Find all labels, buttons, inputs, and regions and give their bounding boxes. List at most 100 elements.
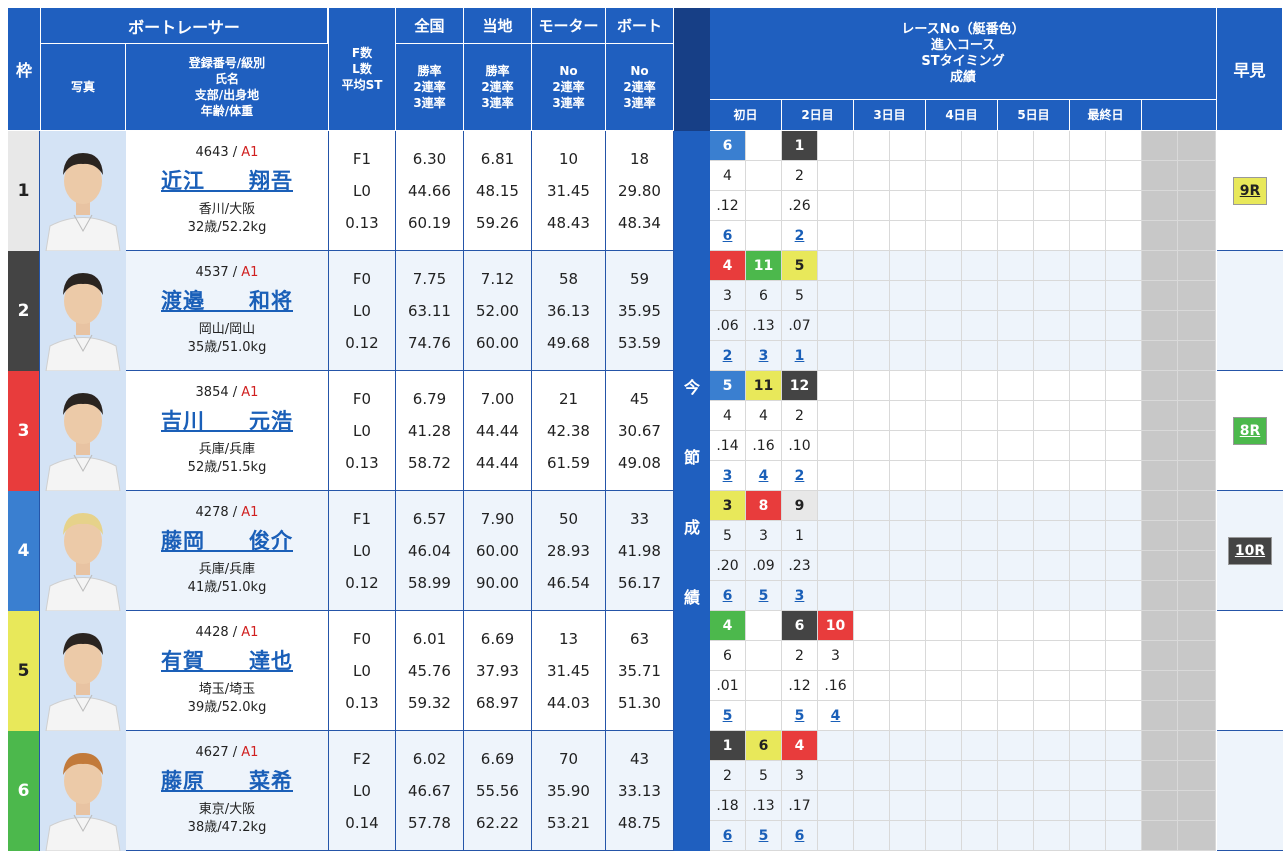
series-cell	[926, 821, 962, 851]
st-timing: .13	[746, 311, 782, 341]
national-sub-header: 勝率 2連率 3連率	[396, 44, 464, 131]
result-link[interactable]: 5	[746, 581, 782, 611]
vertical-char: 今	[683, 378, 700, 397]
stat-value: L0	[353, 302, 371, 320]
result-link[interactable]: 2	[782, 221, 818, 251]
series-cell	[1106, 251, 1142, 281]
series-cell	[854, 221, 890, 251]
racer-name-link[interactable]: 藤岡 俊介	[161, 529, 293, 553]
series-cell	[1106, 341, 1142, 371]
race-number-badge[interactable]: 5	[710, 371, 746, 401]
series-cell	[926, 221, 962, 251]
boat-stats: 43 33.13 48.75	[606, 731, 674, 851]
result-link[interactable]: 4	[746, 461, 782, 491]
result-link[interactable]: 6	[710, 581, 746, 611]
race-number-badge[interactable]: 10	[818, 611, 854, 641]
boat-stats: 45 30.67 49.08	[606, 371, 674, 491]
race-number-badge[interactable]: 9	[782, 491, 818, 521]
series-cell	[746, 161, 782, 191]
race-number-badge[interactable]: 3	[710, 491, 746, 521]
race-number-badge[interactable]: 1	[782, 131, 818, 161]
series-cell	[962, 221, 998, 251]
series-cell	[926, 281, 962, 311]
series-cell	[926, 521, 962, 551]
stat-value: 46.67	[408, 782, 451, 800]
series-cell	[962, 131, 998, 161]
stat-value: 44.66	[408, 182, 451, 200]
result-link[interactable]: 6	[710, 221, 746, 251]
result-link[interactable]: 2	[710, 341, 746, 371]
race-number-badge[interactable]: 11	[746, 251, 782, 281]
series-cell	[1106, 821, 1142, 851]
series-cell	[1142, 581, 1178, 611]
result-link[interactable]: 4	[818, 701, 854, 731]
result-link[interactable]: 6	[710, 821, 746, 851]
stat-value: 60.19	[408, 214, 451, 232]
series-cell	[890, 281, 926, 311]
nat-stats: 6.57 46.04 58.99	[396, 491, 464, 611]
series-cell	[1070, 281, 1106, 311]
result-link[interactable]: 5	[746, 821, 782, 851]
waku-number: 1	[8, 131, 40, 251]
series-cell	[998, 581, 1034, 611]
series-grid: 3 5.20 6 8 3.09 5 9 1.23 3	[710, 491, 1216, 611]
race-number-badge[interactable]: 4	[782, 731, 818, 761]
result-link[interactable]: 2	[782, 461, 818, 491]
result-link[interactable]: 5	[710, 701, 746, 731]
race-number-badge[interactable]: 5	[782, 251, 818, 281]
racer-name-link[interactable]: 吉川 元浩	[161, 409, 293, 433]
stat-value: F1	[352, 510, 372, 528]
entry-course: 1	[782, 521, 818, 551]
age-weight: 52歳/51.5kg	[187, 460, 267, 475]
racer-name-link[interactable]: 有賀 達也	[161, 649, 293, 673]
st-timing: .14	[710, 431, 746, 461]
stat-value: 48.34	[618, 214, 661, 232]
series-cell	[1142, 551, 1178, 581]
race-number-badge[interactable]: 12	[782, 371, 818, 401]
race-number-badge[interactable]: 6	[782, 611, 818, 641]
result-link[interactable]: 6	[782, 821, 818, 851]
racer-name-link[interactable]: 渡邉 和将	[161, 289, 293, 313]
racer-name-link[interactable]: 近江 翔吾	[161, 169, 293, 193]
series-cell	[818, 581, 854, 611]
series-cell	[890, 701, 926, 731]
stat-value: 57.78	[408, 814, 451, 832]
race-number-badge[interactable]: 4	[710, 611, 746, 641]
series-cell	[998, 491, 1034, 521]
racer-name-link[interactable]: 藤原 菜希	[161, 769, 293, 793]
race-number-badge[interactable]: 8	[746, 491, 782, 521]
series-cell	[926, 161, 962, 191]
series-cell	[1106, 761, 1142, 791]
race-number-badge[interactable]: 4	[710, 251, 746, 281]
reg-number: 4537 /	[195, 265, 238, 280]
series-cell	[890, 461, 926, 491]
result-link[interactable]: 5	[782, 701, 818, 731]
fast-race-link[interactable]: 9R	[1232, 176, 1268, 205]
registration: 4428 / A1	[196, 625, 259, 643]
series-cell	[1034, 641, 1070, 671]
result-link[interactable]: 3	[746, 341, 782, 371]
series-cell	[1178, 671, 1216, 701]
race-number-badge[interactable]: 6	[710, 131, 746, 161]
class-badge: A1	[241, 625, 259, 640]
fast-race-link[interactable]: 10R	[1227, 536, 1273, 565]
fast-race-link[interactable]: 8R	[1232, 416, 1268, 445]
branch: 埼玉/埼玉	[198, 682, 256, 697]
series-cell	[818, 431, 854, 461]
series-cell	[1106, 731, 1142, 761]
entry-course: 5	[746, 761, 782, 791]
series-cell	[1142, 761, 1178, 791]
result-link[interactable]: 3	[710, 461, 746, 491]
result-link[interactable]: 3	[782, 581, 818, 611]
result-link[interactable]: 1	[782, 341, 818, 371]
race-number-badge[interactable]: 6	[746, 731, 782, 761]
no-label: No	[559, 64, 578, 78]
series-cell	[746, 191, 782, 221]
race-number-badge[interactable]: 1	[710, 731, 746, 761]
series-cell	[1106, 551, 1142, 581]
vertical-char: 績	[683, 588, 700, 607]
race-number-badge[interactable]: 11	[746, 371, 782, 401]
stat-value: 6.30	[412, 150, 447, 168]
series-cell	[998, 221, 1034, 251]
stat-value: 90.00	[476, 574, 519, 592]
